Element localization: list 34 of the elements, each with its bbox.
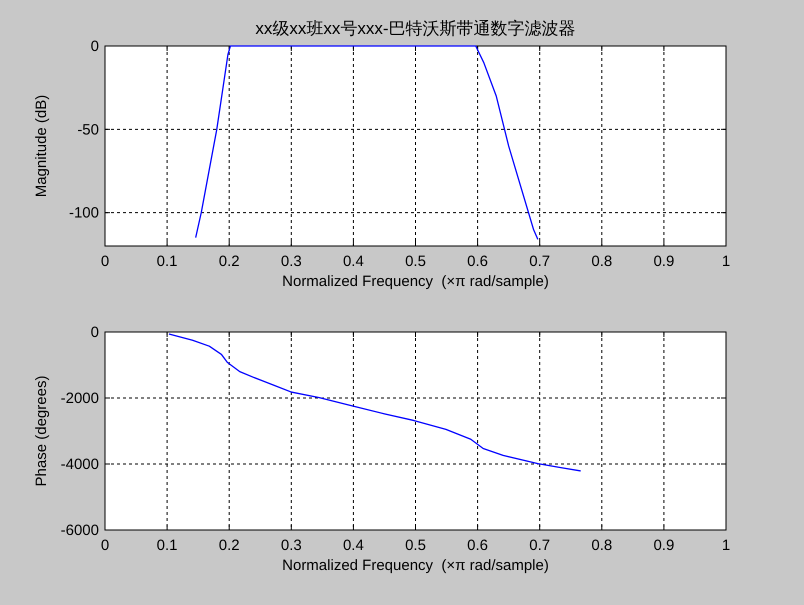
x-tick-label: 0.6 [467, 253, 488, 270]
x-tick-label: 0.9 [653, 537, 674, 554]
x-tick-label: 0.3 [280, 537, 302, 554]
x-tick-label: 0.7 [529, 537, 550, 554]
x-tick-label: 0.4 [342, 253, 364, 270]
y-axis-title: Phase (degrees) [33, 376, 50, 486]
y-tick-label: 0 [90, 38, 99, 55]
y-tick-label: -100 [68, 204, 99, 222]
x-tick-label: 1 [722, 537, 730, 554]
y-tick-label: 0 [90, 324, 99, 341]
line-series [168, 333, 582, 472]
x-tick-label: 0.8 [591, 537, 612, 554]
x-tick-label: 0.2 [218, 253, 240, 270]
y-tick-label: -4000 [60, 456, 99, 473]
x-tick-label: 0.4 [342, 537, 364, 554]
line-series [195, 45, 538, 240]
x-tick-label: 0.1 [156, 253, 178, 270]
y-tick-label: -6000 [60, 522, 99, 539]
x-tick-label: 1 [722, 253, 730, 270]
x-axis-title: Normalized Frequency (×π rad/sample) [282, 273, 549, 290]
y-tick-label: -50 [77, 121, 99, 138]
y-tick-label: -2000 [60, 390, 99, 407]
x-tick-label: 0.6 [467, 537, 488, 554]
x-tick-label: 0.7 [529, 253, 550, 270]
y-axis-title: Magnitude (dB) [33, 94, 50, 198]
x-tick-label: 0.1 [156, 537, 178, 554]
x-axis-title: Normalized Frequency (×π rad/sample) [282, 557, 549, 574]
x-tick-label: 0.2 [218, 537, 240, 554]
chart-title: xx级xx班xx号xxx-巴特沃斯带通数字滤波器 [255, 19, 576, 38]
x-tick-label: 0.5 [405, 253, 426, 270]
x-tick-label: 0.5 [405, 537, 426, 554]
x-tick-label: 0.9 [653, 253, 674, 270]
x-tick-label: 0.8 [591, 253, 612, 270]
x-tick-label: 0.3 [280, 253, 302, 270]
